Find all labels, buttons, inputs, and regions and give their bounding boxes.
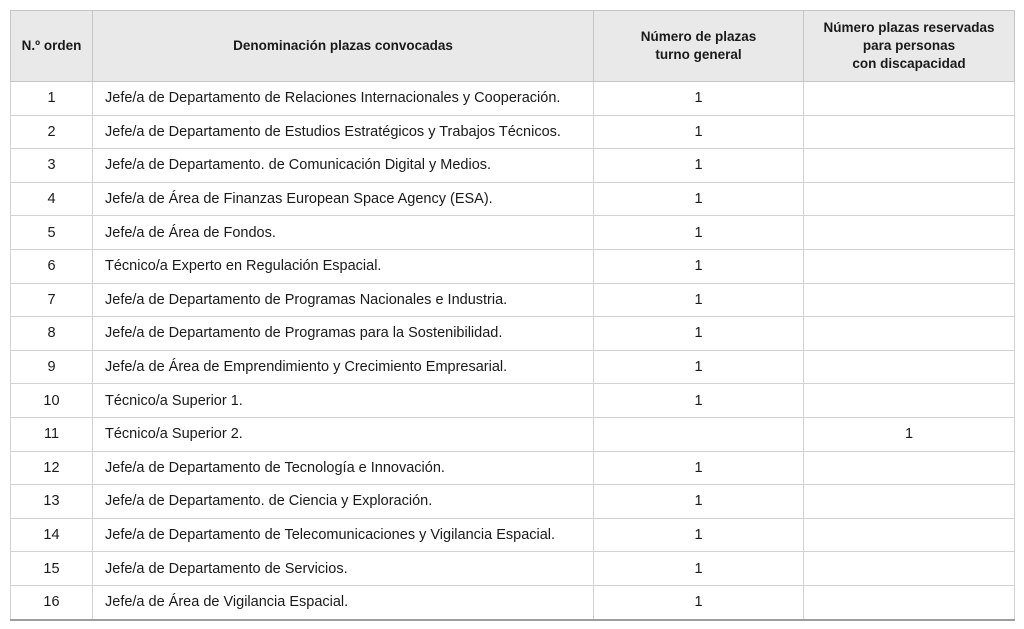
cell-denominacion: Técnico/a Superior 1. [92, 383, 594, 418]
cell-plazas-general: 1 [593, 215, 804, 250]
cell-denominacion: Técnico/a Superior 2. [92, 416, 594, 452]
cell-plazas-discapacidad [803, 316, 1015, 351]
cell-denominacion: Jefe/a de Departamento de Programas Naci… [92, 282, 594, 318]
cell-plazas-general [593, 416, 804, 452]
cell-plazas-discapacidad [803, 484, 1015, 519]
col-header-orden: N.º orden [10, 10, 93, 82]
cell-plazas-discapacidad [803, 248, 1015, 284]
cell-orden: 6 [10, 248, 93, 284]
cell-orden: 10 [10, 383, 93, 418]
plazas-table: N.º orden Denominación plazas convocadas… [10, 10, 1015, 621]
cell-plazas-general: 1 [593, 517, 804, 553]
cell-plazas-general: 1 [593, 181, 804, 217]
cell-plazas-general: 1 [593, 383, 804, 418]
table-row: 2 Jefe/a de Departamento de Estudios Estr… [10, 114, 1015, 150]
cell-orden: 14 [10, 517, 93, 553]
cell-denominacion: Técnico/a Experto en Regulación Espacial… [92, 248, 594, 284]
cell-plazas-general: 1 [593, 584, 804, 621]
table-row: 11 Técnico/a Superior 2. 1 [10, 416, 1015, 452]
cell-orden: 2 [10, 114, 93, 150]
cell-denominacion: Jefe/a de Área de Finanzas European Spac… [92, 181, 594, 217]
cell-plazas-general: 1 [593, 551, 804, 586]
cell-plazas-general: 1 [593, 114, 804, 150]
table-row: 15 Jefe/a de Departamento de Servicios. 1 [10, 551, 1015, 586]
cell-denominacion: Jefe/a de Departamento. de Comunicación … [92, 148, 594, 183]
cell-plazas-general: 1 [593, 148, 804, 183]
cell-plazas-discapacidad [803, 81, 1015, 116]
cell-plazas-discapacidad: 1 [803, 416, 1015, 452]
cell-orden: 7 [10, 282, 93, 318]
table-row: 4 Jefe/a de Área de Finanzas European Spa… [10, 181, 1015, 217]
cell-denominacion: Jefe/a de Departamento de Servicios. [92, 551, 594, 586]
col-header-discapacidad: Número plazas reservadas para personas c… [803, 10, 1015, 82]
cell-orden: 8 [10, 316, 93, 351]
cell-denominacion: Jefe/a de Área de Fondos. [92, 215, 594, 250]
cell-plazas-discapacidad [803, 517, 1015, 553]
table-row: 16 Jefe/a de Área de Vigilancia Espacial.… [10, 584, 1015, 621]
cell-plazas-discapacidad [803, 148, 1015, 183]
cell-plazas-discapacidad [803, 349, 1015, 385]
cell-plazas-discapacidad [803, 181, 1015, 217]
cell-plazas-discapacidad [803, 584, 1015, 621]
cell-orden: 4 [10, 181, 93, 217]
cell-orden: 12 [10, 450, 93, 486]
header-row: N.º orden Denominación plazas convocadas… [10, 10, 1015, 82]
col-header-general: Número de plazas turno general [593, 10, 804, 82]
table-row: 14 Jefe/a de Departamento de Telecomunica… [10, 517, 1015, 553]
cell-plazas-general: 1 [593, 450, 804, 486]
cell-denominacion: Jefe/a de Departamento de Telecomunicaci… [92, 517, 594, 553]
table-row: 1 Jefe/a de Departamento de Relaciones In… [10, 81, 1015, 116]
cell-denominacion: Jefe/a de Área de Vigilancia Espacial. [92, 584, 594, 621]
table-body: 1 Jefe/a de Departamento de Relaciones In… [10, 81, 1015, 621]
table-row: 10 Técnico/a Superior 1. 1 [10, 383, 1015, 418]
cell-orden: 5 [10, 215, 93, 250]
cell-plazas-general: 1 [593, 282, 804, 318]
cell-plazas-general: 1 [593, 81, 804, 116]
table-row: 3 Jefe/a de Departamento. de Comunicación… [10, 148, 1015, 183]
cell-plazas-discapacidad [803, 215, 1015, 250]
cell-plazas-discapacidad [803, 282, 1015, 318]
cell-orden: 1 [10, 81, 93, 116]
cell-plazas-general: 1 [593, 316, 804, 351]
cell-denominacion: Jefe/a de Área de Emprendimiento y Creci… [92, 349, 594, 385]
cell-plazas-discapacidad [803, 450, 1015, 486]
cell-plazas-general: 1 [593, 349, 804, 385]
cell-denominacion: Jefe/a de Departamento de Estudios Estra… [92, 114, 594, 150]
table-row: 9 Jefe/a de Área de Emprendimiento y Crec… [10, 349, 1015, 385]
cell-plazas-general: 1 [593, 248, 804, 284]
table-row: 8 Jefe/a de Departamento de Programas par… [10, 316, 1015, 351]
cell-orden: 15 [10, 551, 93, 586]
cell-orden: 3 [10, 148, 93, 183]
cell-plazas-discapacidad [803, 551, 1015, 586]
cell-plazas-discapacidad [803, 114, 1015, 150]
table-row: 7 Jefe/a de Departamento de Programas Nac… [10, 282, 1015, 318]
table-row: 13 Jefe/a de Departamento. de Ciencia y E… [10, 484, 1015, 519]
cell-plazas-general: 1 [593, 484, 804, 519]
table-row: 5 Jefe/a de Área de Fondos. 1 [10, 215, 1015, 250]
cell-denominacion: Jefe/a de Departamento de Programas para… [92, 316, 594, 351]
cell-orden: 9 [10, 349, 93, 385]
cell-orden: 13 [10, 484, 93, 519]
cell-orden: 16 [10, 584, 93, 621]
cell-denominacion: Jefe/a de Departamento de Tecnología e I… [92, 450, 594, 486]
table-row: 12 Jefe/a de Departamento de Tecnología e… [10, 450, 1015, 486]
cell-orden: 11 [10, 416, 93, 452]
cell-plazas-discapacidad [803, 383, 1015, 418]
col-header-denominacion: Denominación plazas convocadas [92, 10, 594, 82]
cell-denominacion: Jefe/a de Departamento. de Ciencia y Exp… [92, 484, 594, 519]
cell-denominacion: Jefe/a de Departamento de Relaciones Int… [92, 81, 594, 116]
table-row: 6 Técnico/a Experto en Regulación Espacia… [10, 248, 1015, 284]
